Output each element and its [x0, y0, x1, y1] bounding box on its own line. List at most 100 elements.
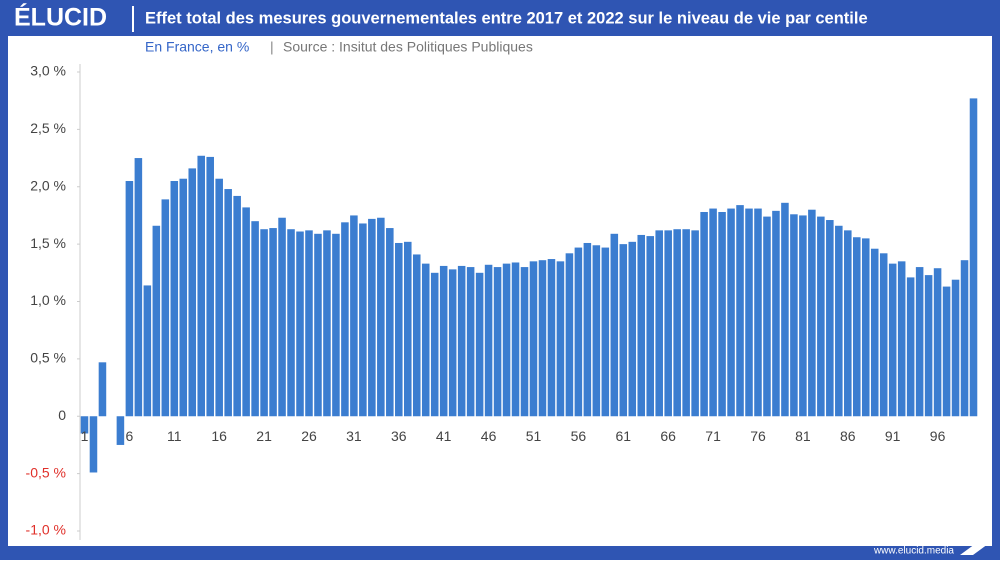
y-tick-label: 3,0 % [30, 63, 66, 79]
bar [906, 277, 915, 417]
bar [98, 362, 107, 417]
bar [143, 285, 152, 417]
bar [287, 229, 295, 417]
bar [502, 263, 511, 417]
bar [835, 225, 843, 417]
bar [646, 236, 655, 417]
bar [933, 268, 942, 417]
bar [412, 254, 421, 417]
bar [484, 264, 493, 417]
bar [511, 262, 520, 417]
bar [879, 253, 888, 417]
bar [296, 231, 304, 417]
bar [799, 215, 807, 417]
bar [224, 189, 232, 417]
subtitle: En France, en % [145, 39, 249, 55]
y-tick-label: 0,5 % [30, 350, 66, 366]
bar [763, 216, 771, 417]
bar [80, 416, 89, 434]
x-tick-label: 36 [391, 428, 407, 444]
bar [332, 233, 340, 417]
x-tick-label: 21 [256, 428, 272, 444]
bar [421, 263, 430, 417]
bar [808, 209, 816, 417]
bar [170, 181, 179, 417]
x-tick-label: 16 [211, 428, 227, 444]
separator-bar: | [270, 39, 274, 55]
bar [870, 248, 879, 417]
bar [179, 178, 188, 417]
source: Source : Insitut des Politiques Publique… [283, 39, 533, 55]
bar [915, 267, 924, 417]
bar [242, 207, 250, 417]
bar [888, 263, 897, 417]
bar [215, 178, 223, 417]
y-tick-label: -1,0 % [26, 522, 66, 538]
bar [700, 211, 708, 417]
bar [314, 233, 322, 417]
x-tick-label: 76 [750, 428, 766, 444]
bar [772, 210, 780, 417]
bar [547, 259, 556, 417]
y-tick-label: -0,5 % [26, 464, 66, 480]
bar [709, 208, 717, 417]
bar [655, 230, 663, 417]
bar [960, 260, 969, 417]
x-tick-label: 81 [795, 428, 811, 444]
bar [520, 267, 529, 417]
bar [323, 230, 331, 417]
y-tick-label: 0 [58, 407, 66, 423]
x-tick-label: 96 [930, 428, 946, 444]
bar [969, 98, 978, 417]
bar [89, 416, 98, 473]
bar [942, 286, 951, 417]
bar [475, 272, 484, 417]
bar [251, 221, 259, 417]
bar [817, 216, 825, 417]
bar [206, 156, 214, 417]
bar [924, 275, 933, 417]
bar [565, 253, 574, 417]
bar [538, 260, 547, 417]
x-tick-label: 46 [481, 428, 497, 444]
bar [448, 269, 457, 417]
bar [628, 241, 637, 417]
x-tick-label: 41 [436, 428, 452, 444]
bar [745, 208, 753, 417]
bar [583, 242, 592, 417]
bar [188, 168, 197, 417]
bar [727, 208, 735, 417]
bar [305, 230, 313, 417]
x-tick-label: 51 [526, 428, 542, 444]
bar [430, 272, 439, 417]
bar [466, 267, 475, 417]
bar [152, 225, 161, 417]
bar [861, 238, 870, 417]
bar [278, 217, 286, 417]
logo-mark [960, 544, 988, 555]
x-tick-label: 86 [840, 428, 856, 444]
x-tick-label: 66 [660, 428, 676, 444]
bar [368, 218, 376, 417]
bar [529, 261, 538, 417]
bar [574, 247, 583, 417]
website: www.elucid.media [873, 546, 954, 557]
bar [852, 237, 861, 417]
bar [457, 265, 466, 417]
bar [493, 267, 502, 417]
bar [736, 205, 744, 417]
logo: ÉLUCID [14, 3, 107, 32]
bar [260, 229, 268, 417]
x-tick-label: 1 [81, 428, 89, 444]
y-tick-label: 2,0 % [30, 177, 66, 193]
bar [718, 211, 726, 417]
bar [386, 228, 394, 417]
bar [619, 244, 628, 417]
bar [951, 279, 960, 417]
x-tick-label: 61 [616, 428, 632, 444]
bar [637, 234, 646, 417]
bar [134, 158, 143, 417]
x-tick-label: 11 [167, 428, 182, 444]
x-tick-label: 56 [571, 428, 587, 444]
